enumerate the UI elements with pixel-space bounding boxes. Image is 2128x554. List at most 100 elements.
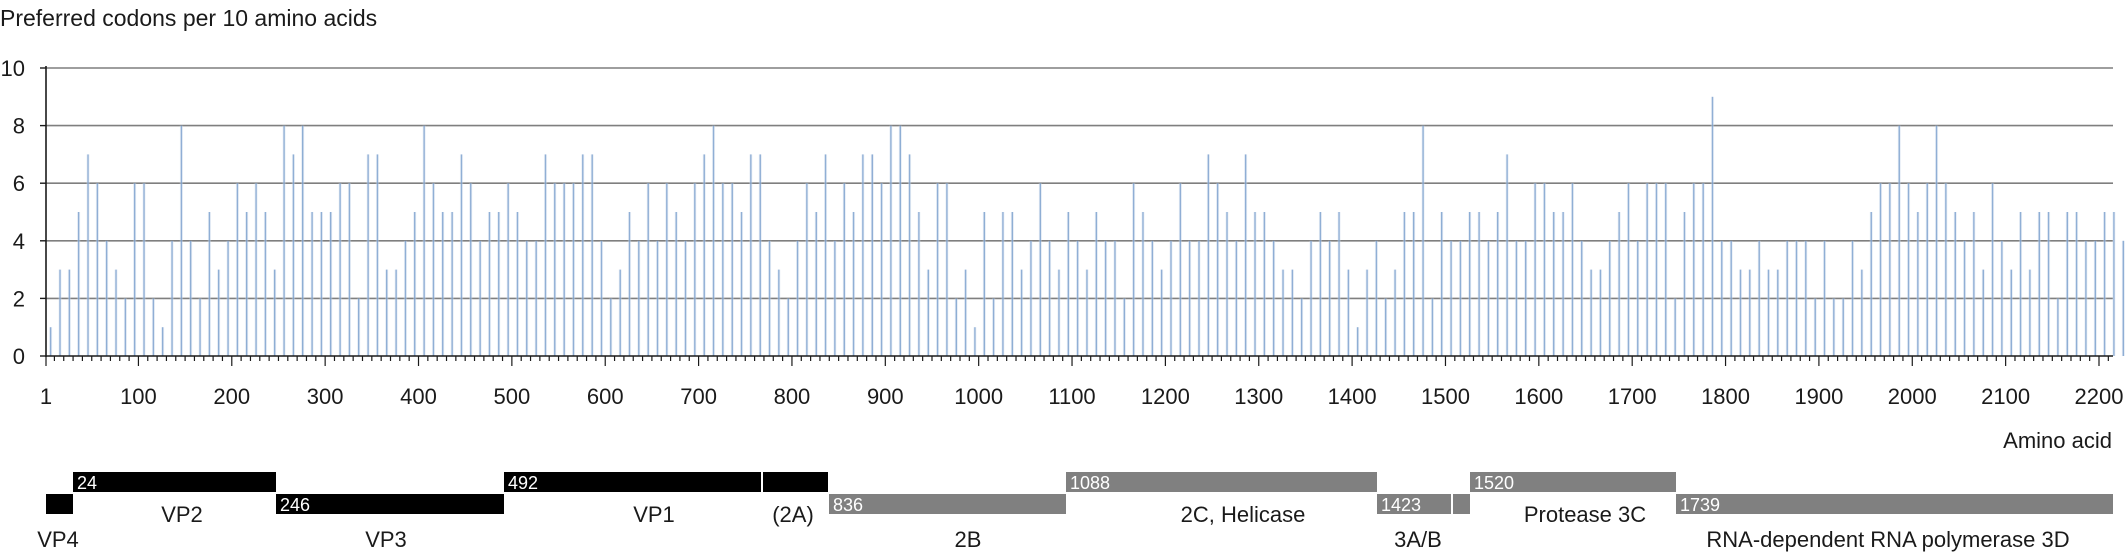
bar — [1533, 183, 1538, 356]
bar — [440, 212, 445, 356]
x-tick-label: 900 — [867, 384, 904, 409]
segment-vp2-bar — [73, 472, 276, 492]
bar — [338, 183, 343, 356]
bar — [683, 240, 688, 356]
bar — [132, 183, 137, 356]
bar — [627, 212, 632, 356]
segment-vp3-bar — [276, 494, 504, 514]
bar — [1803, 240, 1808, 356]
bar — [142, 183, 146, 356]
bar — [758, 154, 763, 356]
bar — [347, 183, 352, 356]
x-tick-label: 400 — [400, 384, 437, 409]
x-tick-label: 2200 — [2075, 384, 2124, 409]
bar — [524, 240, 529, 356]
bar — [1066, 212, 1071, 356]
bar — [1794, 240, 1799, 356]
bar — [1169, 240, 1173, 356]
y-tick-label: 4 — [13, 229, 25, 254]
x-tick-label: 1100 — [1048, 384, 1095, 409]
y-tick-label: 0 — [13, 344, 25, 369]
bar — [1383, 298, 1388, 356]
bar — [1495, 212, 1500, 356]
segment-vp4-label: VP4 — [37, 527, 79, 552]
bar — [1346, 269, 1351, 356]
bar — [1365, 269, 1370, 356]
bar — [944, 183, 949, 356]
x-tick-label: 800 — [774, 384, 811, 409]
bar — [450, 212, 455, 356]
bar — [1701, 183, 1706, 356]
bar — [291, 154, 296, 356]
bar — [198, 298, 203, 356]
bar — [272, 269, 277, 356]
bar — [1635, 240, 1640, 356]
bar — [1075, 240, 1080, 356]
bar — [114, 269, 118, 356]
bar — [1878, 183, 1883, 356]
bar — [384, 269, 389, 356]
bar — [1785, 240, 1790, 356]
x-tick-label: 700 — [680, 384, 717, 409]
bar — [1122, 298, 1127, 356]
bar — [1943, 183, 1948, 356]
bar — [95, 183, 100, 356]
bar — [1150, 240, 1155, 356]
bar — [478, 240, 483, 356]
x-tick-labels: 1 100 200 300 400 500 600 700 800 900 1000 1100 1200… — [40, 384, 2124, 409]
bar — [907, 154, 912, 356]
bar — [1355, 327, 1360, 356]
bar — [954, 298, 959, 356]
x-tick-label: 2100 — [1981, 384, 2030, 409]
bar — [1598, 269, 1603, 356]
bar — [300, 125, 305, 356]
x-tick-label: 1000 — [954, 384, 1003, 409]
x-tick-label: 1400 — [1328, 384, 1377, 409]
bar — [319, 212, 324, 356]
axes — [40, 66, 2113, 366]
bar — [216, 269, 221, 356]
bar — [1197, 240, 1201, 356]
bar — [562, 183, 567, 356]
bar — [1094, 212, 1099, 356]
bar — [1085, 269, 1089, 356]
bar — [823, 154, 828, 356]
bar — [1402, 212, 1407, 356]
bar — [1225, 212, 1229, 356]
bar — [599, 240, 604, 356]
bar — [1729, 240, 1734, 356]
bar — [2121, 240, 2126, 356]
segment-vp2-label: VP2 — [161, 502, 203, 527]
bar — [1682, 212, 1687, 356]
bar — [2018, 212, 2023, 356]
bar — [888, 125, 893, 356]
x-tick-label: 500 — [494, 384, 531, 409]
bar — [76, 212, 81, 356]
bar — [1514, 240, 1519, 356]
bar — [879, 183, 884, 356]
bar — [235, 183, 240, 356]
bar — [963, 269, 968, 356]
bar — [720, 183, 725, 356]
bar — [786, 298, 791, 356]
bar — [1654, 183, 1659, 356]
bar — [1253, 212, 1257, 356]
bar — [431, 183, 436, 356]
bar — [1374, 240, 1379, 356]
bar — [1869, 212, 1874, 356]
bar — [1337, 212, 1342, 356]
bar — [748, 154, 753, 356]
bar — [1411, 212, 1416, 356]
bar — [1019, 269, 1024, 356]
bar — [188, 240, 193, 356]
bar — [1850, 240, 1855, 356]
bar — [702, 154, 707, 356]
bar — [860, 154, 865, 356]
segment-2c-label: 2C, Helicase — [1181, 502, 1306, 527]
bar — [2074, 212, 2079, 356]
bar — [1421, 125, 1426, 356]
segment-2c-start: 1088 — [1070, 473, 1110, 493]
bar — [580, 154, 585, 356]
bar — [1673, 298, 1678, 356]
bar — [1187, 240, 1192, 356]
